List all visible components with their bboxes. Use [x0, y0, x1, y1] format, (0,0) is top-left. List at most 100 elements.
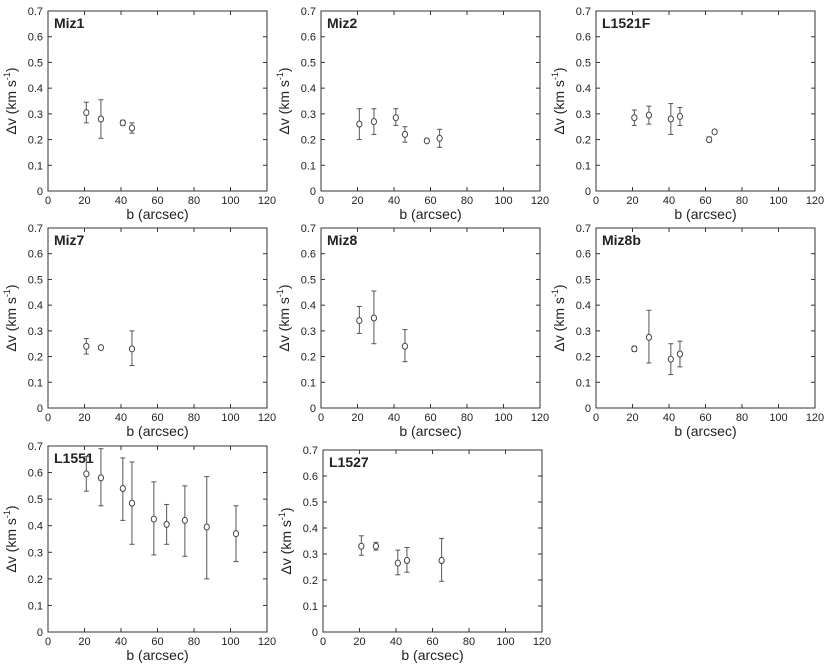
x-tick-label: 0 — [593, 195, 599, 207]
x-tick-label: 20 — [626, 412, 638, 424]
data-point — [181, 485, 188, 557]
x-tick-label: 20 — [353, 636, 365, 648]
data-point — [631, 345, 638, 353]
data-point — [83, 338, 90, 355]
x-tick-label: 80 — [736, 195, 748, 207]
x-tick-label: 100 — [769, 195, 787, 207]
point-marker — [128, 499, 136, 507]
point-marker — [631, 114, 638, 122]
point-marker — [676, 112, 684, 120]
chart-panel-5: 0 0.1 0.2 0.3 0.4 0.5 0.6 0.7 0 20 40 60 80 100 120 b (… — [275, 223, 549, 439]
y-tick-label: 0.6 — [28, 249, 43, 261]
y-tick-label: 0.7 — [576, 6, 591, 18]
y-tick-label: 0.6 — [576, 32, 591, 44]
x-tick-label: 20 — [78, 412, 90, 424]
data-point — [128, 461, 136, 545]
y-tick-label: 0.1 — [576, 377, 591, 389]
plot-frame — [595, 227, 816, 409]
point-marker — [83, 109, 90, 117]
x-tick-label: 60 — [426, 636, 438, 648]
data-point — [436, 128, 443, 148]
x-tick-label: 0 — [320, 636, 326, 648]
x-tick-label: 100 — [496, 636, 514, 648]
y-tick-label: 0.3 — [28, 109, 43, 121]
y-axis-label-superscript: -1 — [2, 510, 12, 518]
x-axis-label: b (arcsec) — [399, 206, 461, 222]
y-axis-label-superscript: -1 — [550, 72, 560, 80]
x-tick-label: 20 — [78, 195, 90, 207]
y-axis-label-close: ) — [3, 505, 19, 510]
y-tick-label: 0.5 — [576, 57, 591, 69]
y-tick-label: 0.4 — [301, 83, 316, 95]
chart-panel-3: 0 0.1 0.2 0.3 0.4 0.5 0.6 0.7 0 20 40 60 80 100 120 b (… — [550, 6, 824, 222]
x-tick-label: 80 — [463, 636, 475, 648]
x-tick-label: 120 — [258, 195, 276, 207]
point-marker — [232, 530, 240, 538]
x-tick-label: 20 — [351, 412, 363, 424]
x-axis-label: b (arcsec) — [126, 423, 188, 439]
y-axis-label: Δv (km s-1) — [2, 67, 19, 134]
x-axis-label: b (arcsec) — [674, 423, 736, 439]
y-tick-label: 0.6 — [576, 249, 591, 261]
y-tick-label: 0 — [37, 627, 43, 639]
plot-frame — [47, 10, 268, 192]
y-axis-label-main: Δv (km s — [276, 297, 292, 351]
x-tick-label: 80 — [736, 412, 748, 424]
x-tick-label: 20 — [351, 195, 363, 207]
chart-panel-1: 0 0.1 0.2 0.3 0.4 0.5 0.6 0.7 0 20 40 60 80 100 120 b (… — [2, 6, 276, 222]
x-tick-label: 100 — [221, 195, 239, 207]
y-tick-label: 0 — [312, 627, 318, 639]
point-marker — [119, 485, 126, 493]
y-tick-label: 0.5 — [28, 57, 43, 69]
x-tick-label: 80 — [461, 412, 473, 424]
y-tick-label: 0.5 — [303, 497, 318, 509]
point-marker — [97, 344, 105, 352]
y-axis-label-close: ) — [276, 67, 292, 72]
point-marker — [667, 355, 674, 363]
point-marker — [403, 557, 411, 564]
x-tick-label: 100 — [769, 412, 787, 424]
data-point — [150, 481, 157, 556]
y-tick-label: 0.4 — [576, 83, 591, 95]
y-tick-label: 0.4 — [576, 300, 591, 312]
y-axis-label-main: Δv (km s — [3, 518, 19, 572]
y-tick-label: 0.5 — [576, 274, 591, 286]
data-point — [97, 448, 105, 507]
y-tick-label: 0.1 — [301, 377, 316, 389]
data-point — [706, 136, 713, 144]
data-point — [401, 329, 409, 363]
x-axis-label: b (arcsec) — [126, 206, 188, 222]
y-tick-label: 0.2 — [301, 352, 316, 364]
y-tick-label: 0.2 — [303, 575, 318, 587]
y-tick-label: 0.1 — [576, 160, 591, 172]
x-tick-label: 20 — [78, 636, 90, 648]
point-marker — [358, 542, 365, 550]
y-axis-label-close: ) — [551, 67, 567, 72]
y-axis-label: Δv (km s-1) — [550, 67, 567, 134]
data-point — [128, 330, 136, 367]
x-tick-label: 100 — [221, 412, 239, 424]
y-axis-label-superscript: -1 — [2, 289, 12, 297]
point-marker — [356, 317, 363, 325]
x-tick-label: 100 — [221, 636, 239, 648]
data-point — [403, 547, 411, 573]
y-tick-label: 0 — [585, 186, 591, 198]
data-point — [370, 290, 378, 345]
data-point — [401, 126, 409, 143]
y-tick-label: 0.3 — [303, 549, 318, 561]
y-axis-label: Δv (km s-1) — [275, 67, 292, 134]
point-marker — [436, 134, 443, 142]
point-marker — [356, 120, 363, 128]
point-marker — [706, 136, 713, 144]
point-marker — [401, 342, 409, 350]
y-tick-label: 0.7 — [28, 441, 43, 453]
point-marker — [394, 559, 401, 567]
data-point — [356, 305, 363, 334]
x-tick-label: 0 — [45, 195, 51, 207]
y-tick-label: 0.4 — [301, 300, 316, 312]
panel-title: Miz1 — [54, 15, 85, 31]
x-tick-label: 80 — [188, 195, 200, 207]
point-marker — [667, 115, 674, 123]
y-tick-label: 0 — [37, 186, 43, 198]
data-point — [370, 108, 378, 135]
